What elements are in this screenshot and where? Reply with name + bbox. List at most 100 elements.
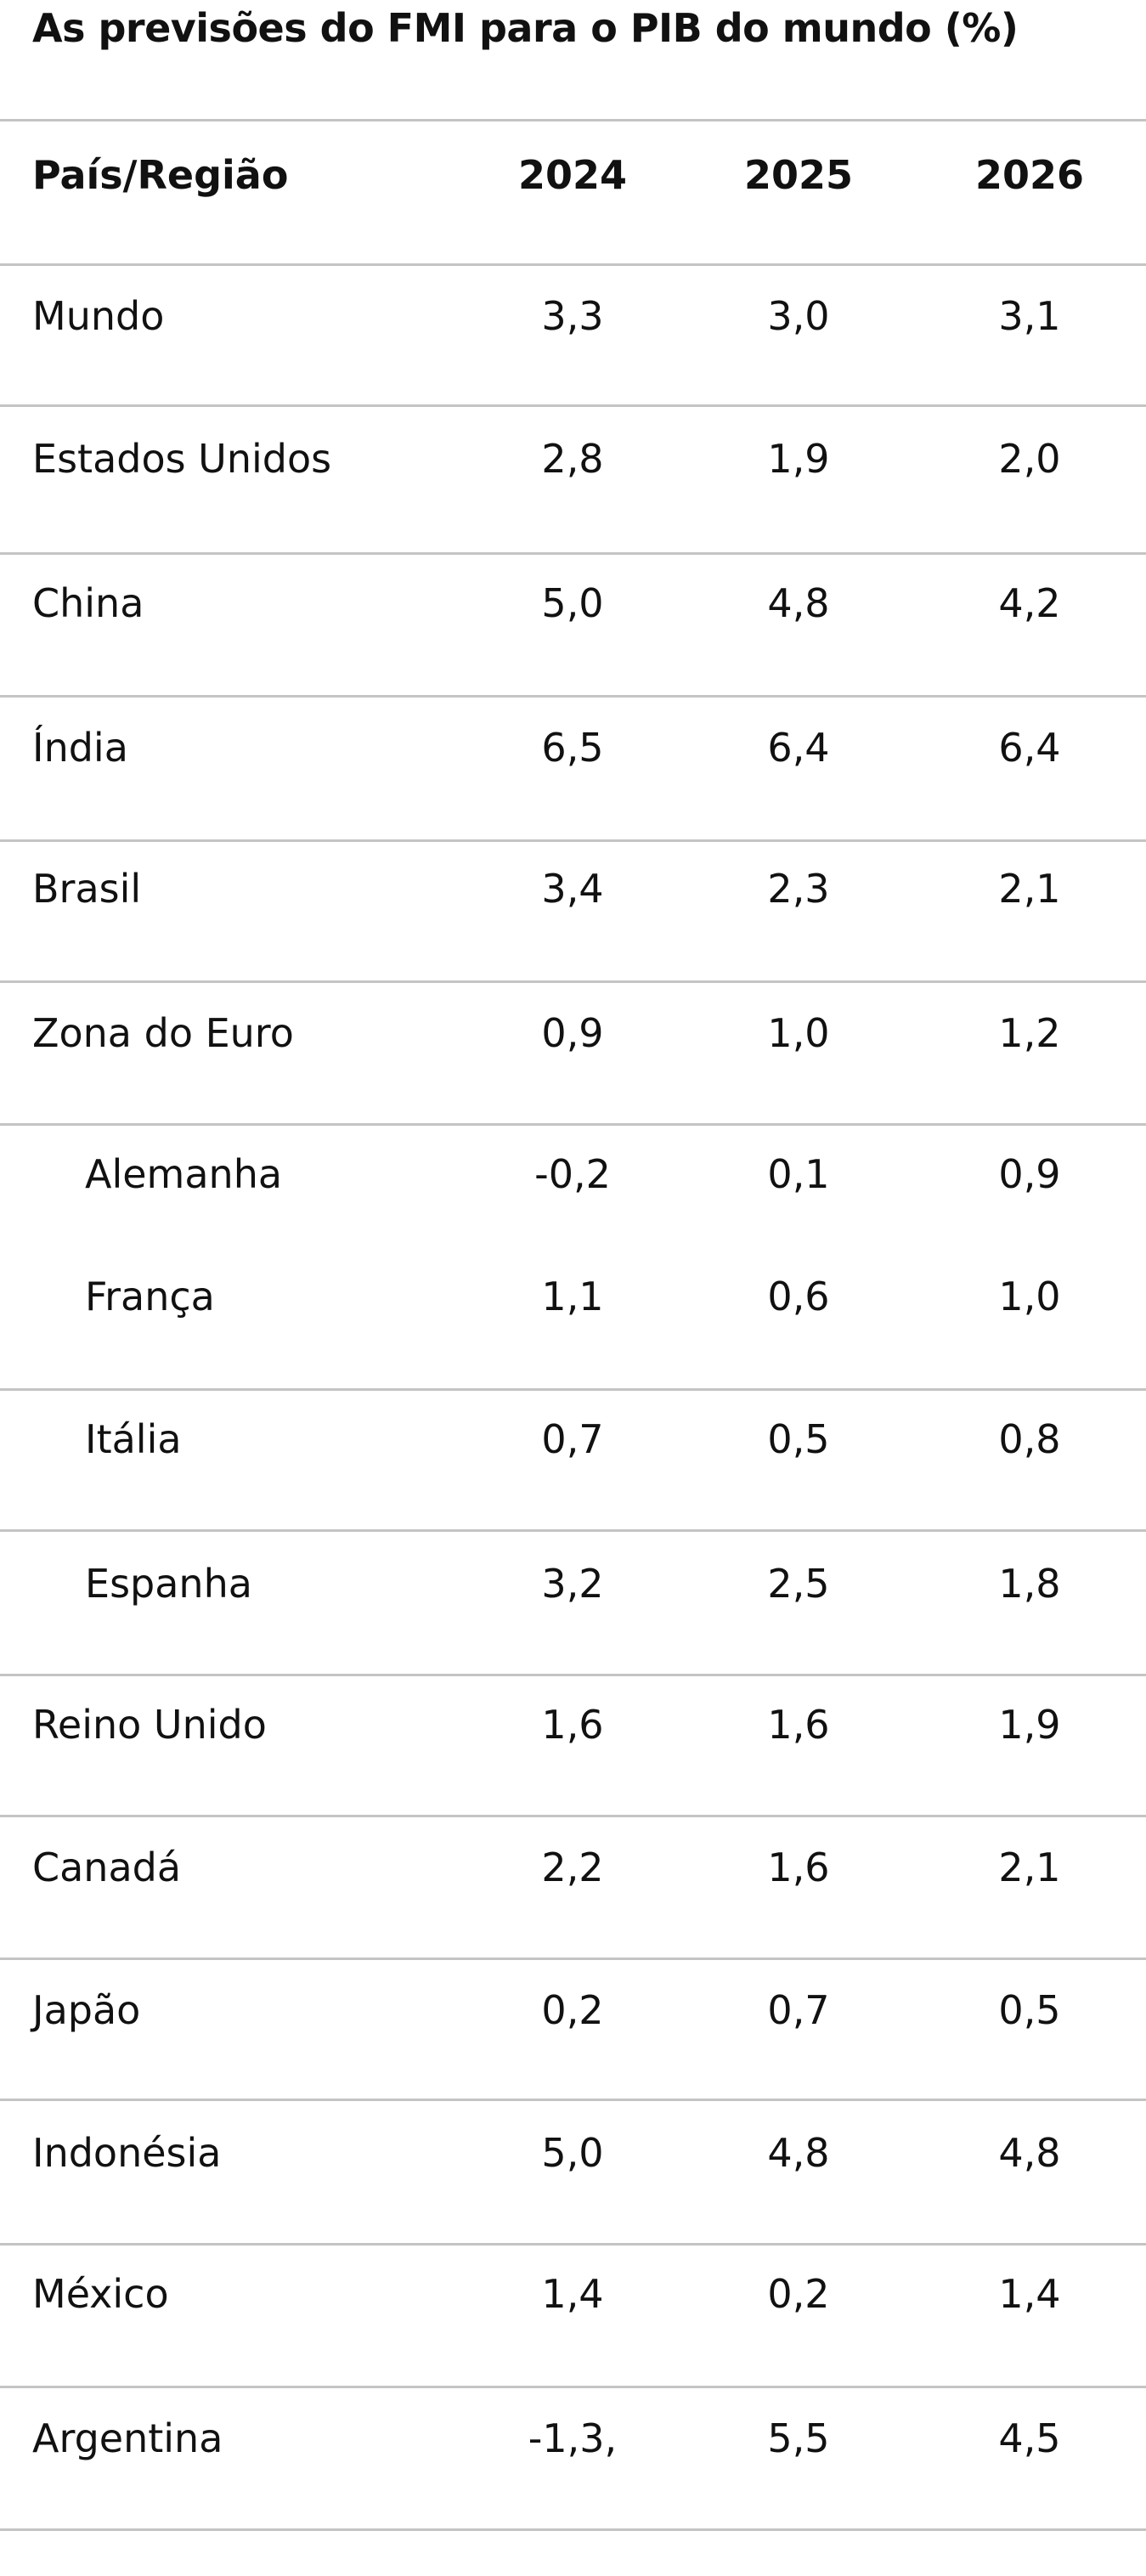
row-name: Reino Unido (32, 1702, 267, 1748)
divider (0, 980, 1146, 983)
table-header-row: País/Região 2024 2025 2026 (0, 150, 1146, 201)
row-name: Alemanha (85, 1151, 283, 1197)
table-row: México 1,4 0,2 1,4 (0, 2268, 1146, 2319)
divider (0, 695, 1146, 698)
divider (0, 1388, 1146, 1391)
divider (0, 2243, 1146, 2246)
header-2025: 2025 (743, 152, 854, 198)
table-row: Itália 0,7 0,5 0,8 (0, 1414, 1146, 1465)
value-2026: 4,8 (998, 2130, 1061, 2176)
value-2024: 2,8 (541, 436, 604, 482)
value-2024: 2,2 (541, 1844, 604, 1890)
table-row: China 5,0 4,8 4,2 (0, 578, 1146, 629)
value-2025: 0,7 (767, 1987, 830, 2033)
table-row: Canadá 2,2 1,6 2,1 (0, 1842, 1146, 1893)
row-name: França (85, 1274, 215, 1319)
value-2026: 6,4 (998, 725, 1061, 771)
row-name: China (32, 580, 144, 626)
table-row: Índia 6,5 6,4 6,4 (0, 722, 1146, 773)
divider (0, 1957, 1146, 1960)
row-name: Brasil (32, 866, 142, 912)
table-row: Alemanha -0,2 0,1 0,9 (0, 1149, 1146, 1200)
value-2026: 0,8 (998, 1416, 1061, 1462)
divider (0, 404, 1146, 407)
divider (0, 1123, 1146, 1126)
divider (0, 2099, 1146, 2101)
row-name: Canadá (32, 1844, 182, 1890)
value-2025: 0,2 (767, 2271, 830, 2317)
value-2025: 1,9 (767, 436, 830, 482)
value-2024: 3,3 (541, 293, 604, 339)
table-row: Brasil 3,4 2,3 2,1 (0, 863, 1146, 914)
value-2025: 2,3 (767, 866, 830, 912)
value-2024: 1,6 (541, 1702, 604, 1748)
divider (0, 119, 1146, 121)
value-2024: 0,2 (541, 1987, 604, 2033)
value-2024: -0,2 (534, 1151, 611, 1197)
row-name: Espanha (85, 1561, 252, 1607)
row-name: Itália (85, 1416, 182, 1462)
value-2024: 0,7 (541, 1416, 604, 1462)
row-name: Estados Unidos (32, 436, 332, 482)
value-2026: 1,8 (998, 1561, 1061, 1607)
value-2025: 5,5 (767, 2415, 830, 2461)
value-2026: 1,0 (998, 1274, 1061, 1319)
value-2025: 3,0 (767, 293, 830, 339)
table-row: Espanha 3,2 2,5 1,8 (0, 1558, 1146, 1609)
value-2025: 6,4 (767, 725, 830, 771)
value-2024: 6,5 (541, 725, 604, 771)
value-2026: 2,0 (998, 436, 1061, 482)
value-2026: 1,4 (998, 2271, 1061, 2317)
value-2025: 0,6 (767, 1274, 830, 1319)
table-row: Indonésia 5,0 4,8 4,8 (0, 2127, 1146, 2178)
value-2024: 5,0 (541, 580, 604, 626)
row-name: Argentina (32, 2415, 223, 2461)
table-title: As previsões do FMI para o PIB do mundo … (32, 5, 1019, 51)
divider (0, 839, 1146, 842)
table-row: Mundo 3,3 3,0 3,1 (0, 291, 1146, 342)
value-2025: 0,1 (767, 1151, 830, 1197)
value-2024: -1,3, (528, 2415, 618, 2461)
divider (0, 552, 1146, 555)
header-2026: 2026 (974, 152, 1085, 198)
value-2026: 0,5 (998, 1987, 1061, 2033)
divider (0, 2386, 1146, 2388)
value-2024: 5,0 (541, 2130, 604, 2176)
value-2026: 1,2 (998, 1010, 1061, 1056)
value-2026: 3,1 (998, 293, 1061, 339)
value-2025: 1,0 (767, 1010, 830, 1056)
table-row: Japão 0,2 0,7 0,5 (0, 1985, 1146, 2036)
value-2026: 4,2 (998, 580, 1061, 626)
divider (0, 1674, 1146, 1676)
value-2026: 2,1 (998, 1844, 1061, 1890)
row-name: México (32, 2271, 169, 2317)
table-row: Argentina -1,3, 5,5 4,5 (0, 2413, 1146, 2464)
value-2025: 2,5 (767, 1561, 830, 1607)
divider (0, 2528, 1146, 2531)
value-2025: 4,8 (767, 2130, 830, 2176)
value-2025: 1,6 (767, 1702, 830, 1748)
value-2024: 1,4 (541, 2271, 604, 2317)
divider (0, 1815, 1146, 1817)
value-2026: 2,1 (998, 866, 1061, 912)
value-2025: 4,8 (767, 580, 830, 626)
value-2024: 0,9 (541, 1010, 604, 1056)
value-2025: 1,6 (767, 1844, 830, 1890)
row-name: Zona do Euro (32, 1010, 294, 1056)
table-row: Estados Unidos 2,8 1,9 2,0 (0, 433, 1146, 484)
value-2024: 3,2 (541, 1561, 604, 1607)
value-2026: 4,5 (998, 2415, 1061, 2461)
table-row: Reino Unido 1,6 1,6 1,9 (0, 1699, 1146, 1750)
row-name: Mundo (32, 293, 165, 339)
value-2026: 1,9 (998, 1702, 1061, 1748)
divider (0, 1529, 1146, 1532)
header-2024: 2024 (517, 152, 628, 198)
value-2024: 3,4 (541, 866, 604, 912)
divider (0, 263, 1146, 266)
value-2026: 0,9 (998, 1151, 1061, 1197)
table-row: França 1,1 0,6 1,0 (0, 1271, 1146, 1322)
value-2024: 1,1 (541, 1274, 604, 1319)
row-name: Índia (32, 725, 128, 771)
table-row: Zona do Euro 0,9 1,0 1,2 (0, 1008, 1146, 1059)
value-2025: 0,5 (767, 1416, 830, 1462)
